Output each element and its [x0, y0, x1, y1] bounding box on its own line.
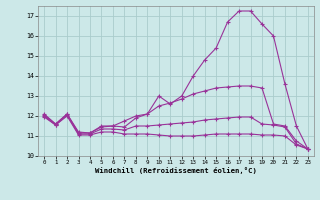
X-axis label: Windchill (Refroidissement éolien,°C): Windchill (Refroidissement éolien,°C) [95, 167, 257, 174]
